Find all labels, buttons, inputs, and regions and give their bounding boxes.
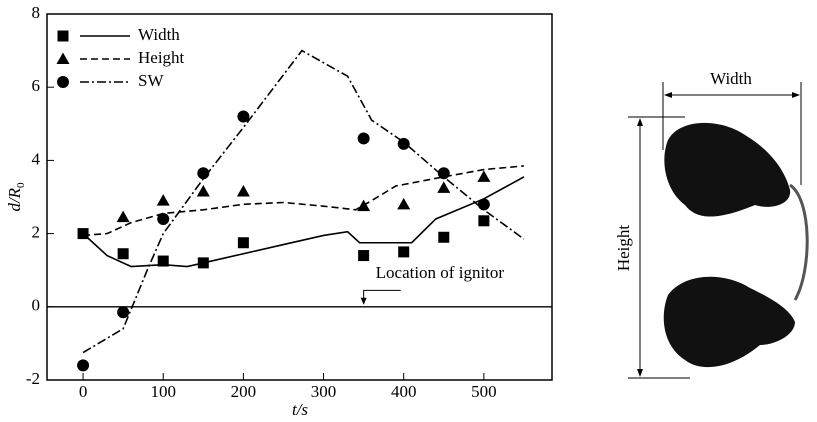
legend-marker xyxy=(57,76,69,88)
x-tick-label: 300 xyxy=(311,382,337,401)
y-tick-label: 2 xyxy=(32,223,41,242)
y-axis-label: d/R0 xyxy=(5,182,27,212)
marker xyxy=(77,228,89,240)
marker xyxy=(157,212,170,225)
marker xyxy=(357,132,370,145)
x-tick-label: 100 xyxy=(150,382,176,401)
x-tick-label: 200 xyxy=(231,382,257,401)
legend-marker xyxy=(57,30,69,42)
x-tick-label: 400 xyxy=(391,382,417,401)
y-tick-label: 6 xyxy=(32,76,41,95)
marker xyxy=(437,181,451,193)
flame-bottom xyxy=(663,276,795,368)
legend-label: Height xyxy=(138,48,185,67)
marker xyxy=(236,185,250,197)
marker xyxy=(398,246,410,258)
series-line xyxy=(83,165,525,237)
marker xyxy=(196,185,210,197)
diagram: Width Height xyxy=(614,69,809,379)
marker xyxy=(358,250,370,262)
x-tick-label: 500 xyxy=(471,382,497,401)
annotation-arrowhead xyxy=(360,297,367,305)
marker xyxy=(77,359,90,372)
y-axis-label-main: d/R xyxy=(5,187,24,211)
width-label: Width xyxy=(710,69,752,88)
y-tick-label: 0 xyxy=(32,296,41,315)
marker xyxy=(117,306,130,319)
marker xyxy=(237,110,250,123)
plot-frame xyxy=(46,13,553,381)
marker xyxy=(237,237,249,249)
marker xyxy=(437,167,450,180)
legend-label: SW xyxy=(138,71,164,90)
marker xyxy=(438,231,450,243)
x-axis-label: t/s xyxy=(292,400,308,419)
marker xyxy=(117,248,129,260)
marker xyxy=(477,170,491,182)
marker xyxy=(156,194,170,206)
marker xyxy=(197,167,210,180)
flame-top xyxy=(664,122,791,217)
marker xyxy=(397,137,410,150)
y-axis-label-sub: 0 xyxy=(15,182,27,188)
marker xyxy=(357,199,371,212)
marker xyxy=(478,215,490,227)
marker xyxy=(157,255,169,267)
annotation: Location of ignitor xyxy=(376,263,505,282)
legend-label: Width xyxy=(138,25,180,44)
marker xyxy=(116,210,130,223)
series-line xyxy=(82,176,525,268)
height-label: Height xyxy=(614,225,633,272)
y-tick-label: 4 xyxy=(32,149,41,168)
marker xyxy=(197,257,209,269)
x-tick-label: 0 xyxy=(79,382,88,401)
y-tick-label: 8 xyxy=(32,3,41,22)
y-tick-label: -2 xyxy=(26,369,40,388)
flame-arc xyxy=(789,183,809,301)
annotation-arrow xyxy=(363,289,401,304)
legend-marker xyxy=(56,52,70,64)
marker xyxy=(477,198,490,211)
marker xyxy=(397,197,411,210)
